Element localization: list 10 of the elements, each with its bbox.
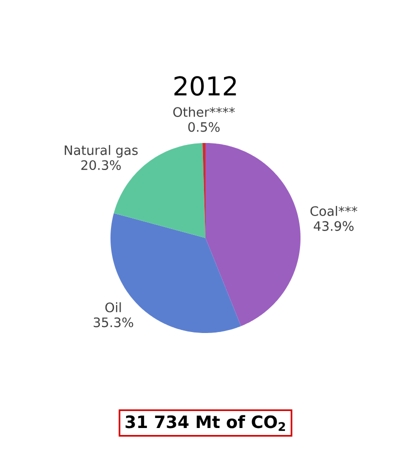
slice-label: Other**** [173,106,235,117]
data-label: 20.3% [81,160,121,170]
chart-title: 2012 [174,76,236,96]
data-label: 0.5% [188,122,220,132]
data-label: 35.3% [94,317,134,328]
text: 31 734 Mt of CO$_{2}$ [126,415,285,431]
slice-label: Coal*** [310,206,358,216]
data-label: 43.9% [314,221,354,231]
slice-label: Natural gas [64,145,138,158]
slice-label: Oil [105,302,121,312]
